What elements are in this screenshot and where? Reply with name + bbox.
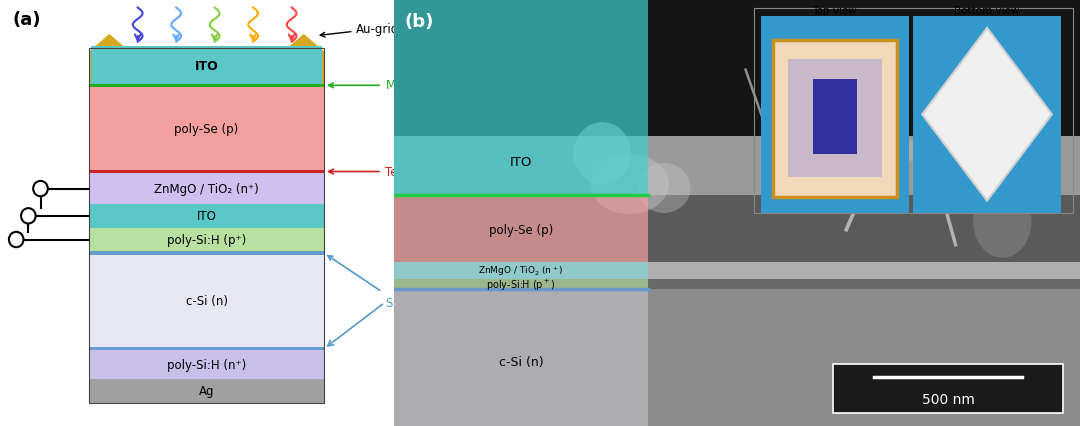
Bar [89,174,324,204]
Bar [394,290,1080,426]
Circle shape [33,181,48,197]
Circle shape [9,232,24,248]
Bar [394,262,1080,279]
Text: ZnMgO / TiO₂ (n⁺): ZnMgO / TiO₂ (n⁺) [154,183,259,196]
Text: ITO: ITO [194,60,218,73]
Bar [89,252,324,255]
Text: 500 nm: 500 nm [921,392,974,406]
Polygon shape [813,80,856,154]
Polygon shape [922,29,1052,201]
Bar [394,262,648,279]
Polygon shape [773,40,896,197]
Text: ZnMgO / TiO$_2$ (n$^+$): ZnMgO / TiO$_2$ (n$^+$) [478,264,564,277]
Ellipse shape [637,164,690,213]
Text: Ag: Ag [199,384,214,397]
Ellipse shape [973,185,1031,258]
Bar [394,136,1080,196]
Text: poly-Si:H (p⁺): poly-Si:H (p⁺) [167,233,246,247]
Bar [89,351,324,379]
Polygon shape [283,35,324,84]
Ellipse shape [833,107,876,161]
Bar [394,0,648,196]
Bar [89,88,324,170]
Text: poly-Si:H (n⁺): poly-Si:H (n⁺) [167,358,246,371]
Ellipse shape [808,168,840,207]
Bar [394,196,1080,262]
Text: c-Si (n): c-Si (n) [186,295,228,308]
Bar [394,0,1080,136]
Title: Bottom view: Bottom view [955,6,1020,16]
Text: poly-Se (p): poly-Se (p) [175,123,239,135]
Text: ITO: ITO [510,155,532,168]
Bar [754,9,1074,213]
Text: poly-Se (p): poly-Se (p) [489,224,553,236]
Bar [89,228,324,252]
Bar [89,347,324,351]
Bar [91,47,322,84]
Bar [89,49,324,403]
Title: Top view: Top view [812,6,858,16]
Polygon shape [787,60,882,178]
Bar [89,255,324,347]
Bar [394,279,648,290]
Text: MoO$_x$: MoO$_x$ [328,78,418,94]
Bar [89,204,324,228]
Ellipse shape [573,123,631,185]
Bar [394,290,648,426]
FancyBboxPatch shape [833,364,1063,413]
Bar [89,67,324,84]
Text: Au-grid: Au-grid [320,23,400,38]
Polygon shape [89,35,130,84]
Bar [394,279,1080,290]
Text: ITO: ITO [197,210,216,223]
Bar [89,379,324,403]
Text: Te: Te [328,166,397,178]
Ellipse shape [944,128,993,183]
Bar [394,196,648,262]
Text: (b): (b) [405,13,434,31]
Circle shape [22,209,36,224]
Text: (a): (a) [12,11,41,29]
Text: c-Si (n): c-Si (n) [499,356,543,368]
Ellipse shape [590,155,669,215]
Text: poly-Si:H (p$^+$): poly-Si:H (p$^+$) [486,277,556,292]
Ellipse shape [865,137,918,166]
Bar [89,84,324,88]
Bar [89,170,324,174]
Text: SiO$_2$: SiO$_2$ [328,256,411,311]
